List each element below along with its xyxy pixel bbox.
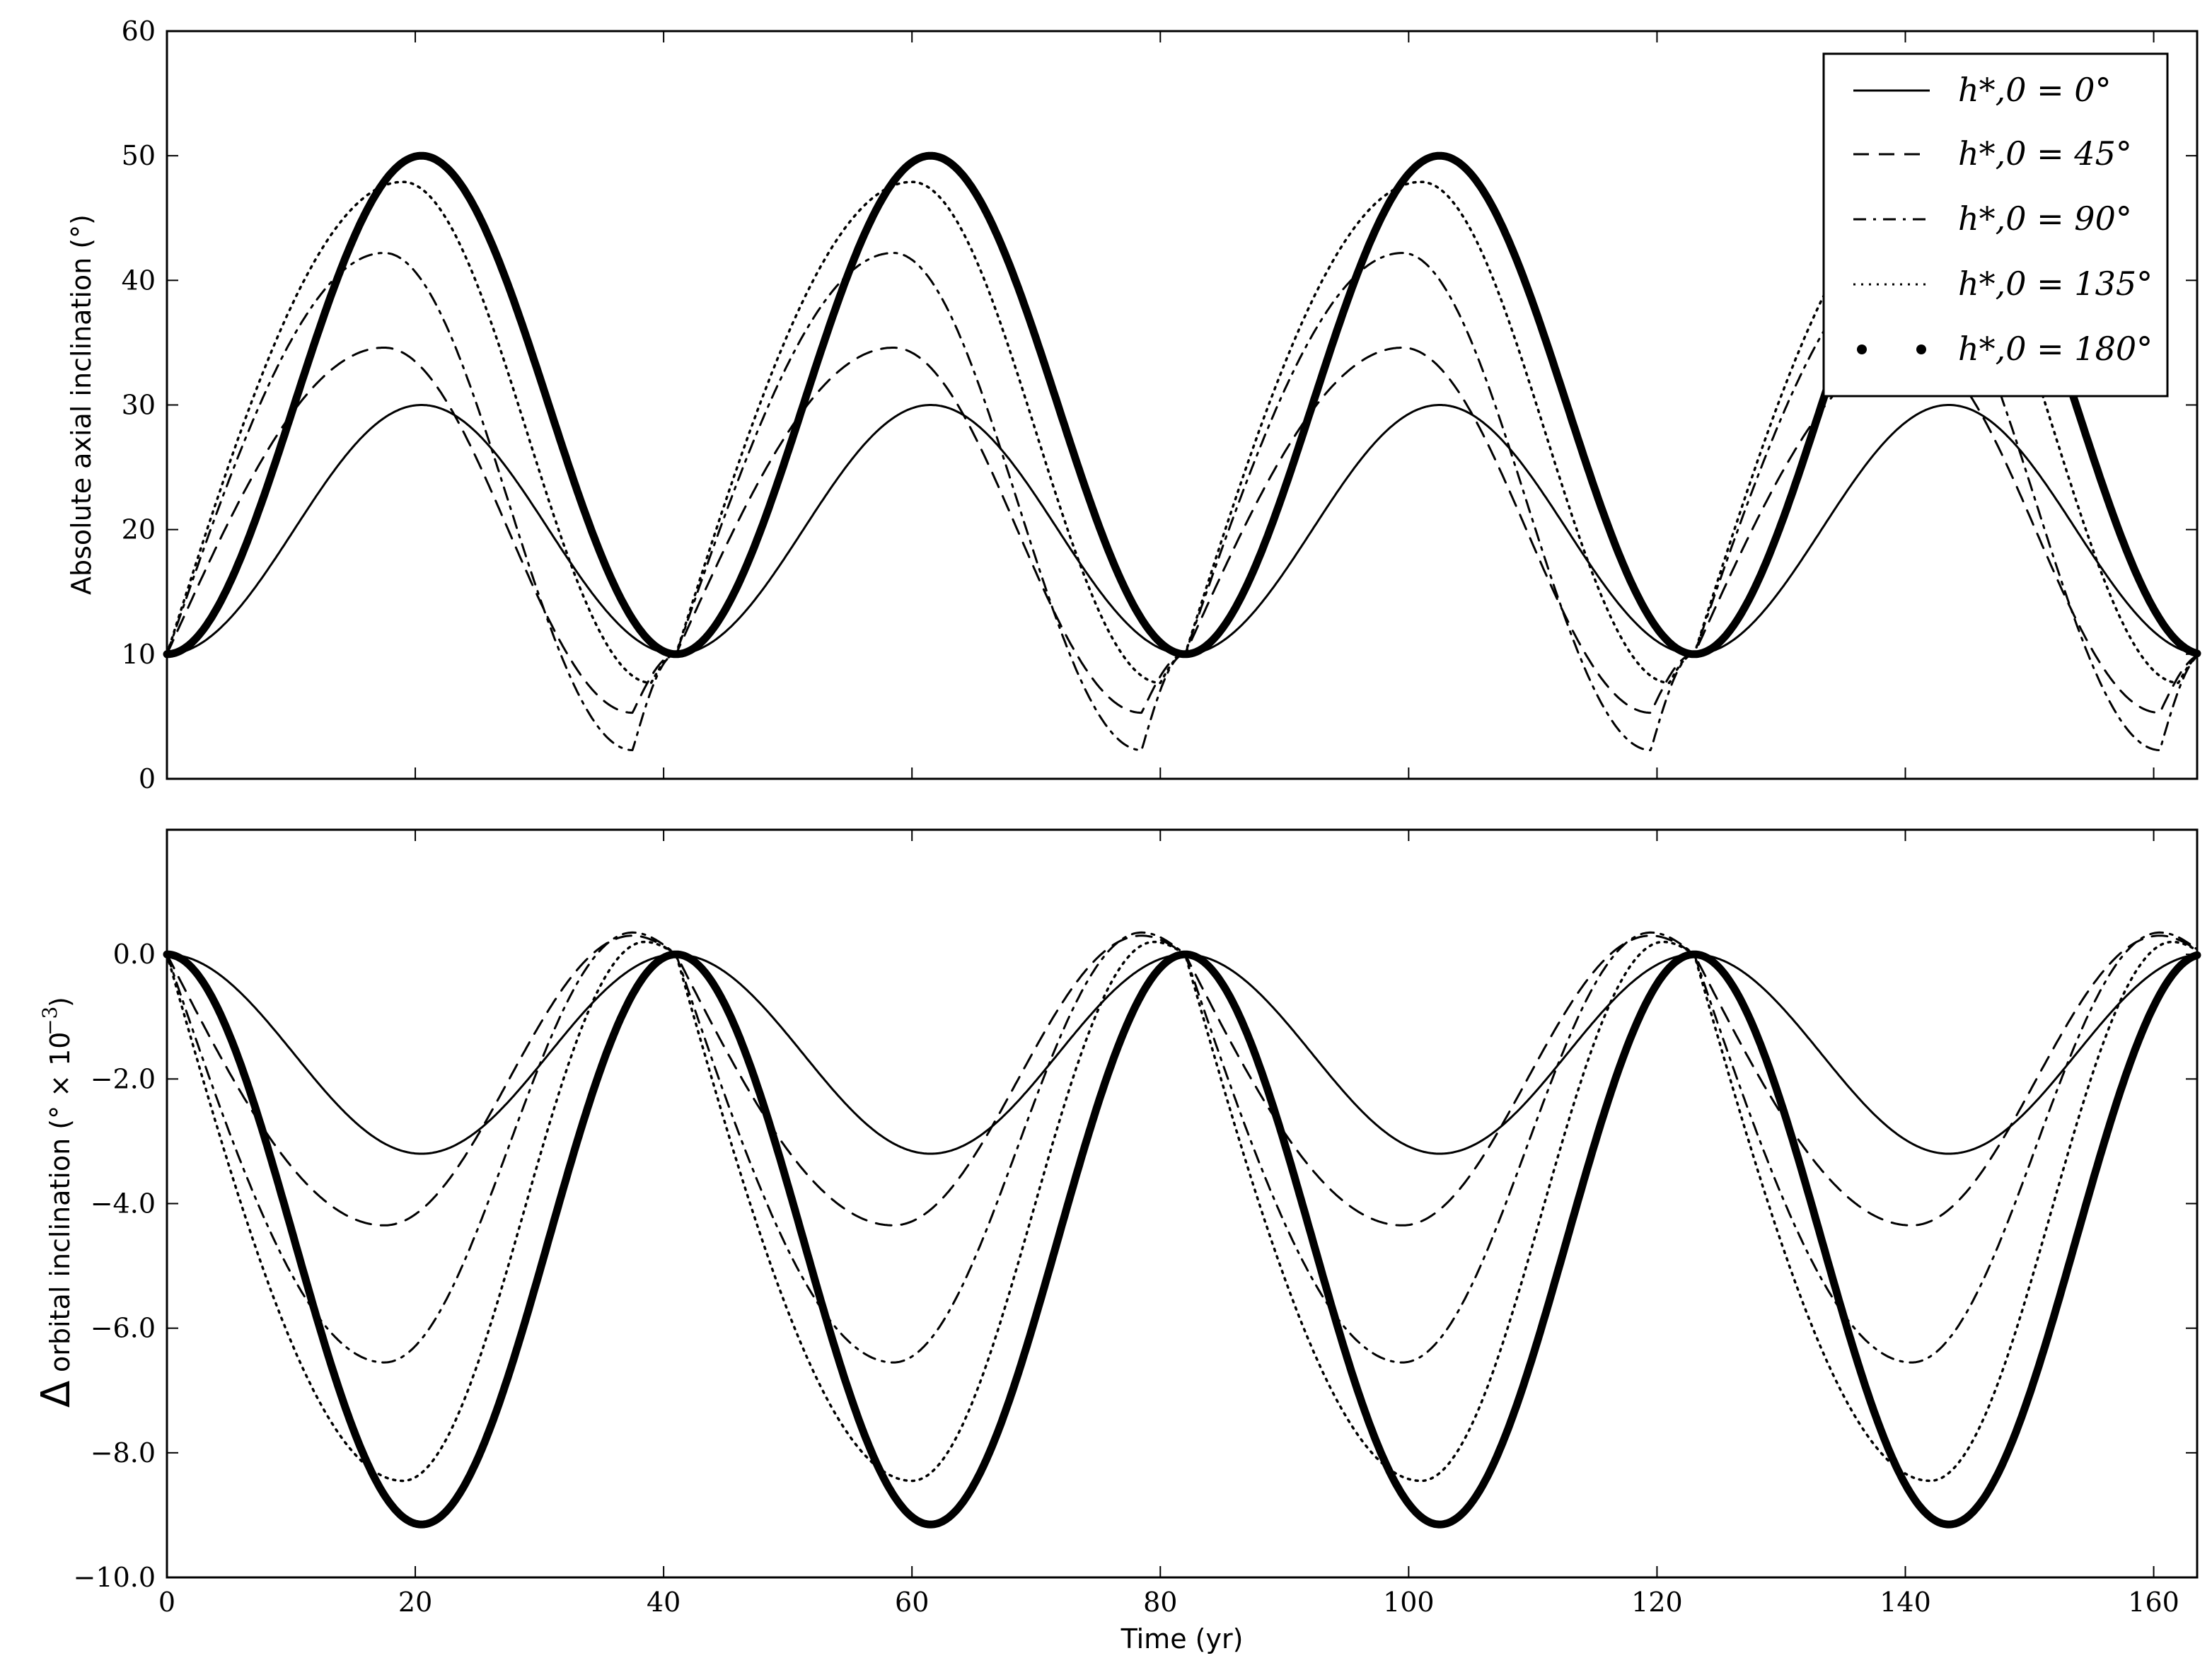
bottom-ytick-labels: −10.0 −8.0 −6.0 −4.0 −2.0 0.0 bbox=[74, 939, 156, 1593]
top-ticks bbox=[166, 30, 2197, 780]
top-ytick-label-0: 0 bbox=[139, 763, 156, 794]
bottom-series-1 bbox=[166, 934, 2199, 1227]
bottom-series-2 bbox=[166, 931, 2199, 1364]
bottom-ytick-label-0: −10.0 bbox=[74, 1562, 156, 1593]
top-ytick-label-2: 20 bbox=[122, 514, 156, 545]
top-ylabel: Absolute axial inclination (°) bbox=[66, 214, 97, 595]
bottom-ylabel-close: ) bbox=[45, 997, 76, 1007]
legend-label-0: h*,0 = 0° bbox=[1958, 71, 2112, 109]
xtick-labels: 0 20 40 60 80 100 120 140 160 bbox=[158, 1587, 2179, 1618]
legend-label-4: h*,0 = 180° bbox=[1958, 330, 2153, 368]
xtick-label-5: 100 bbox=[1383, 1587, 1435, 1618]
top-ytick-label-4: 40 bbox=[122, 265, 156, 296]
bottom-ylabel: orbital inclination (° × 10 bbox=[45, 1032, 76, 1372]
bottom-panel: −10.0 −8.0 −6.0 −4.0 −2.0 0.0 0 20 40 60 80 100 120… bbox=[33, 828, 2201, 1655]
xtick-label-0: 0 bbox=[158, 1587, 175, 1618]
bottom-ylabel-exponent: −3 bbox=[38, 1007, 62, 1036]
legend: h*,0 = 0° h*,0 = 45° h*,0 = 90° h*,0 = 1… bbox=[1822, 52, 2169, 398]
top-panel: 0 10 20 30 40 50 60 Absolute axial inclination… bbox=[66, 16, 2201, 794]
bottom-ytick-label-2: −6.0 bbox=[91, 1313, 156, 1344]
legend-label-2: h*,0 = 90° bbox=[1958, 199, 2132, 238]
xtick-label-6: 120 bbox=[1631, 1587, 1683, 1618]
legend-swatch-4-dot-a bbox=[1857, 344, 1867, 354]
xtick-label-3: 60 bbox=[895, 1587, 929, 1618]
bottom-ytick-label-5: 0.0 bbox=[113, 939, 156, 970]
bottom-curves bbox=[163, 931, 2201, 1529]
top-ytick-label-6: 60 bbox=[122, 16, 156, 47]
bottom-ytick-label-1: −8.0 bbox=[91, 1437, 156, 1468]
top-ytick-label-1: 10 bbox=[122, 639, 156, 670]
bottom-ytick-label-4: −2.0 bbox=[91, 1063, 156, 1094]
legend-box bbox=[1822, 52, 2169, 398]
xtick-label-8: 160 bbox=[2128, 1587, 2179, 1618]
legend-swatch-4-dot-b bbox=[1916, 344, 1926, 354]
top-ytick-labels: 0 10 20 30 40 50 60 bbox=[122, 16, 156, 794]
legend-label-3: h*,0 = 135° bbox=[1958, 265, 2153, 303]
bottom-xlabel: Time (yr) bbox=[1121, 1623, 1244, 1655]
xtick-label-2: 40 bbox=[647, 1587, 681, 1618]
bottom-ticks bbox=[166, 830, 2197, 1578]
xtick-label-1: 20 bbox=[398, 1587, 432, 1618]
xtick-label-7: 140 bbox=[1880, 1587, 1931, 1618]
bottom-ytick-label-3: −4.0 bbox=[91, 1188, 156, 1219]
bottom-series-4 bbox=[163, 950, 2201, 1529]
bottom-ylabel-group: Δ orbital inclination (° × 10 −3 ) bbox=[33, 997, 79, 1408]
top-ytick-label-5: 50 bbox=[122, 140, 156, 171]
top-ytick-label-3: 30 bbox=[122, 390, 156, 421]
legend-label-1: h*,0 = 45° bbox=[1958, 134, 2132, 173]
xtick-label-4: 80 bbox=[1143, 1587, 1177, 1618]
bottom-ylabel-delta: Δ bbox=[33, 1381, 79, 1408]
